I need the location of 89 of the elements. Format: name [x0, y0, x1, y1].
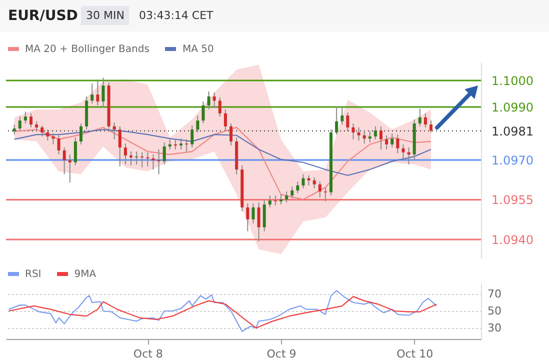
candlestick	[212, 92, 216, 108]
candlestick	[285, 191, 288, 203]
candlestick	[68, 154, 72, 184]
candlestick	[430, 120, 432, 133]
candlestick	[230, 122, 232, 146]
legend-label: RSI	[24, 269, 42, 280]
candlestick	[180, 138, 182, 150]
candlestick	[12, 124, 16, 136]
candlestick	[257, 202, 260, 242]
candlestick	[130, 151, 132, 166]
candlestick	[418, 108, 422, 127]
candlestick	[52, 133, 55, 145]
x-tick-label: Oct 9	[266, 348, 296, 360]
legend-label: 9MA	[73, 269, 96, 280]
candlestick	[140, 152, 144, 168]
candlestick	[90, 82, 94, 104]
y-tick-label: 50	[488, 304, 502, 318]
candlestick	[262, 198, 266, 232]
candlestick	[380, 126, 382, 150]
candlestick	[246, 202, 250, 232]
chart-subtitle: 30 MIN	[81, 6, 130, 25]
candlestick	[185, 138, 188, 152]
candlestick	[268, 194, 272, 208]
candlestick	[162, 142, 166, 166]
text: 03:43:14 CET	[139, 9, 214, 22]
x-tick-label: Oct 8	[133, 348, 163, 360]
candlestick	[80, 122, 82, 145]
candlestick	[30, 112, 32, 128]
candlestick	[146, 152, 150, 167]
candlestick	[318, 180, 322, 198]
candlestick	[307, 174, 310, 186]
candlestick	[296, 180, 300, 194]
candlestick	[118, 126, 122, 167]
y-tick-label: 1.1000	[492, 74, 534, 88]
candlestick	[390, 133, 394, 148]
candlestick	[202, 100, 205, 124]
candlestick	[62, 147, 66, 175]
candlestick	[385, 134, 388, 150]
candlestick	[374, 126, 377, 140]
candlestick	[46, 129, 50, 141]
y-tick-label: 1.0990	[492, 100, 534, 115]
candlestick	[174, 138, 177, 150]
y-tick-label: 1.0940	[492, 232, 534, 247]
candlestick	[124, 143, 127, 166]
y-tick-label: 1.0970	[492, 154, 534, 168]
candlestick	[157, 148, 160, 175]
y-tick-label: 1.0955	[492, 193, 534, 208]
candlestick	[357, 126, 360, 141]
candlestick	[290, 186, 294, 199]
candlestick	[35, 120, 38, 132]
candlestick	[18, 116, 22, 132]
candlestick	[352, 122, 355, 140]
candlestick	[335, 106, 338, 136]
candlestick	[96, 78, 100, 106]
candlestick	[280, 194, 282, 205]
candlestick	[302, 174, 305, 189]
candlestick	[424, 112, 427, 128]
candlestick	[402, 144, 405, 160]
legend-label: MA 50	[181, 44, 214, 55]
candlestick	[362, 130, 366, 144]
candlestick	[168, 138, 172, 150]
x-tick-label: Oct 10	[396, 348, 434, 360]
candlestick	[74, 136, 77, 166]
candlestick	[196, 115, 200, 133]
candlestick	[102, 77, 105, 108]
candlestick	[396, 134, 400, 154]
y-tick-label: 30	[488, 321, 502, 334]
candlestick	[190, 125, 194, 148]
candlestick	[40, 125, 44, 137]
chart-title: EUR/USD	[8, 8, 78, 24]
candlestick	[135, 151, 138, 166]
candlestick	[274, 194, 277, 206]
candlestick	[207, 90, 210, 110]
candlestick	[324, 187, 327, 202]
candlestick	[407, 147, 410, 166]
candlestick	[112, 122, 116, 140]
candlestick	[24, 111, 27, 124]
candlestick	[224, 108, 227, 132]
candlestick	[252, 202, 255, 224]
candlestick	[368, 130, 372, 144]
candlestick	[340, 107, 344, 126]
y-tick-label: 1.0981	[492, 124, 534, 138]
candlestick	[312, 176, 316, 189]
candlestick	[57, 134, 60, 155]
candlestick	[218, 96, 222, 118]
candlestick	[152, 154, 155, 170]
candlestick	[346, 112, 350, 132]
y-tick-label: 70	[488, 288, 502, 301]
legend-label: MA 20 + Bollinger Bands	[24, 44, 150, 55]
